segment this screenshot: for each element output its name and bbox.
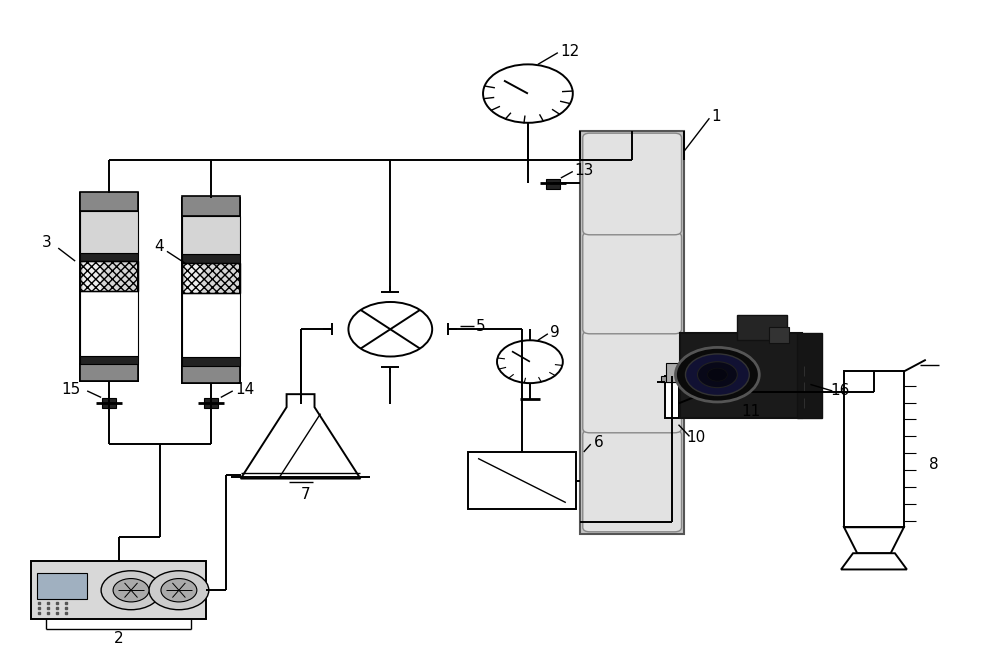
Bar (80, 261, 138, 291)
Bar (80, 211, 138, 252)
Bar (80, 364, 138, 381)
Bar (546, 179, 560, 189)
Bar (80, 291, 138, 356)
Bar (711, 388, 727, 398)
Text: 14: 14 (236, 382, 255, 397)
Bar (31, 561, 206, 619)
Text: 10: 10 (686, 430, 706, 445)
FancyBboxPatch shape (583, 133, 681, 235)
Bar (661, 376, 682, 383)
Bar (80, 192, 138, 211)
Circle shape (149, 570, 209, 610)
Bar (182, 198, 240, 383)
Text: 11: 11 (741, 404, 761, 419)
Bar (182, 263, 240, 293)
Text: 7: 7 (301, 487, 310, 502)
Text: 13: 13 (575, 163, 594, 178)
Bar (769, 327, 789, 343)
Circle shape (707, 368, 727, 381)
Bar (182, 216, 240, 254)
Bar (80, 252, 138, 261)
Circle shape (161, 578, 197, 602)
Circle shape (348, 302, 432, 357)
Polygon shape (841, 554, 907, 569)
FancyBboxPatch shape (583, 430, 681, 532)
Bar (844, 372, 904, 527)
Text: 4: 4 (154, 239, 164, 254)
Text: 12: 12 (560, 44, 579, 59)
Text: 5: 5 (476, 318, 486, 334)
Circle shape (697, 362, 737, 388)
Bar (182, 254, 240, 263)
Bar (680, 333, 802, 418)
Bar (182, 293, 240, 357)
Bar (185, 201, 202, 379)
FancyBboxPatch shape (583, 232, 681, 334)
Circle shape (497, 340, 563, 383)
Bar (204, 398, 218, 408)
Text: 9: 9 (550, 325, 560, 340)
Bar (737, 316, 787, 340)
Text: 6: 6 (594, 436, 603, 451)
Text: 3: 3 (42, 235, 52, 250)
Bar (83, 196, 101, 378)
Bar (797, 333, 822, 418)
Circle shape (483, 65, 573, 123)
Bar (80, 261, 138, 291)
Circle shape (685, 354, 749, 396)
Circle shape (676, 348, 759, 402)
Bar (102, 398, 116, 408)
Circle shape (113, 578, 149, 602)
Text: 1: 1 (711, 110, 721, 125)
Polygon shape (844, 527, 904, 554)
Text: 2: 2 (114, 631, 123, 646)
Bar (182, 366, 240, 383)
Bar (80, 356, 138, 364)
Bar (666, 363, 678, 383)
Bar (37, 572, 87, 599)
Bar (182, 263, 240, 293)
Text: 15: 15 (61, 382, 80, 397)
Text: 16: 16 (830, 383, 850, 398)
Bar (665, 376, 679, 418)
Bar (182, 357, 240, 366)
Polygon shape (241, 394, 360, 479)
Circle shape (101, 570, 161, 610)
Bar (182, 196, 240, 216)
Bar (580, 131, 684, 534)
Bar (80, 193, 138, 381)
Text: 8: 8 (929, 458, 938, 473)
Bar (468, 452, 576, 509)
FancyBboxPatch shape (583, 331, 681, 433)
